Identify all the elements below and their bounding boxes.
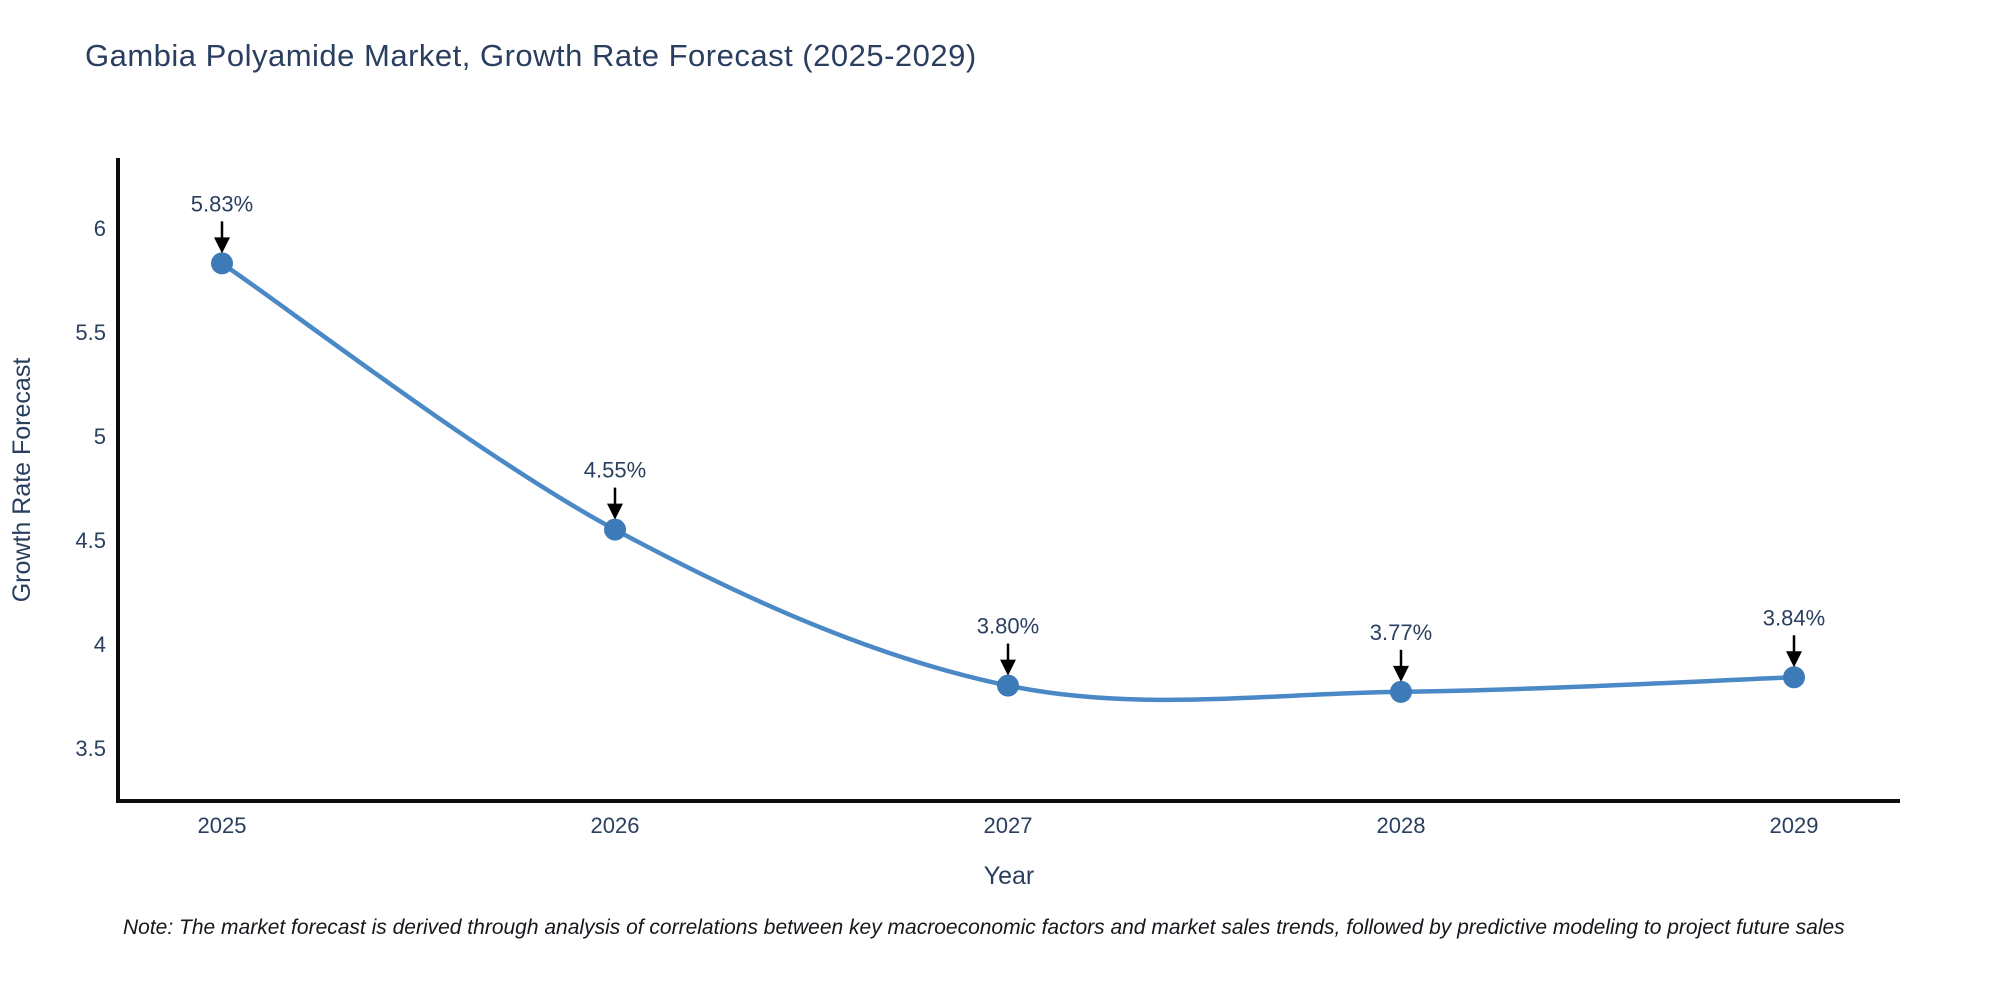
x-tick-label: 2029 [1770,813,1819,838]
data-point [997,674,1019,697]
data-point [211,252,233,275]
annotation-arrowhead [607,503,623,520]
point-annotation: 4.55% [584,458,646,483]
annotation-arrowhead [1000,659,1016,676]
y-tick-label: 4 [94,632,106,657]
y-tick-label: 3.5 [75,736,106,761]
annotation-arrowhead [214,237,230,254]
point-annotation: 3.77% [1370,620,1432,645]
y-tick-label: 5.5 [75,320,106,345]
x-tick-label: 2028 [1377,813,1426,838]
point-annotation: 3.84% [1763,605,1825,630]
point-annotation: 5.83% [191,191,253,216]
x-tick-label: 2027 [984,813,1033,838]
y-tick-label: 4.5 [75,528,106,553]
data-point [604,518,626,541]
footnote: Note: The market forecast is derived thr… [123,916,1845,939]
data-point [1390,680,1412,703]
data-point [1783,666,1805,689]
chart-title: Gambia Polyamide Market, Growth Rate For… [85,38,977,73]
point-annotation: 3.80% [977,614,1039,639]
annotation-arrowhead [1786,651,1802,668]
annotation-arrowhead [1393,665,1409,682]
y-tick-label: 6 [94,216,106,241]
x-axis-title: Year [984,862,1035,890]
y-axis-title: Growth Rate Forecast [8,358,36,603]
x-tick-label: 2025 [198,813,247,838]
x-tick-label: 2026 [591,813,640,838]
y-tick-label: 5 [94,424,106,449]
